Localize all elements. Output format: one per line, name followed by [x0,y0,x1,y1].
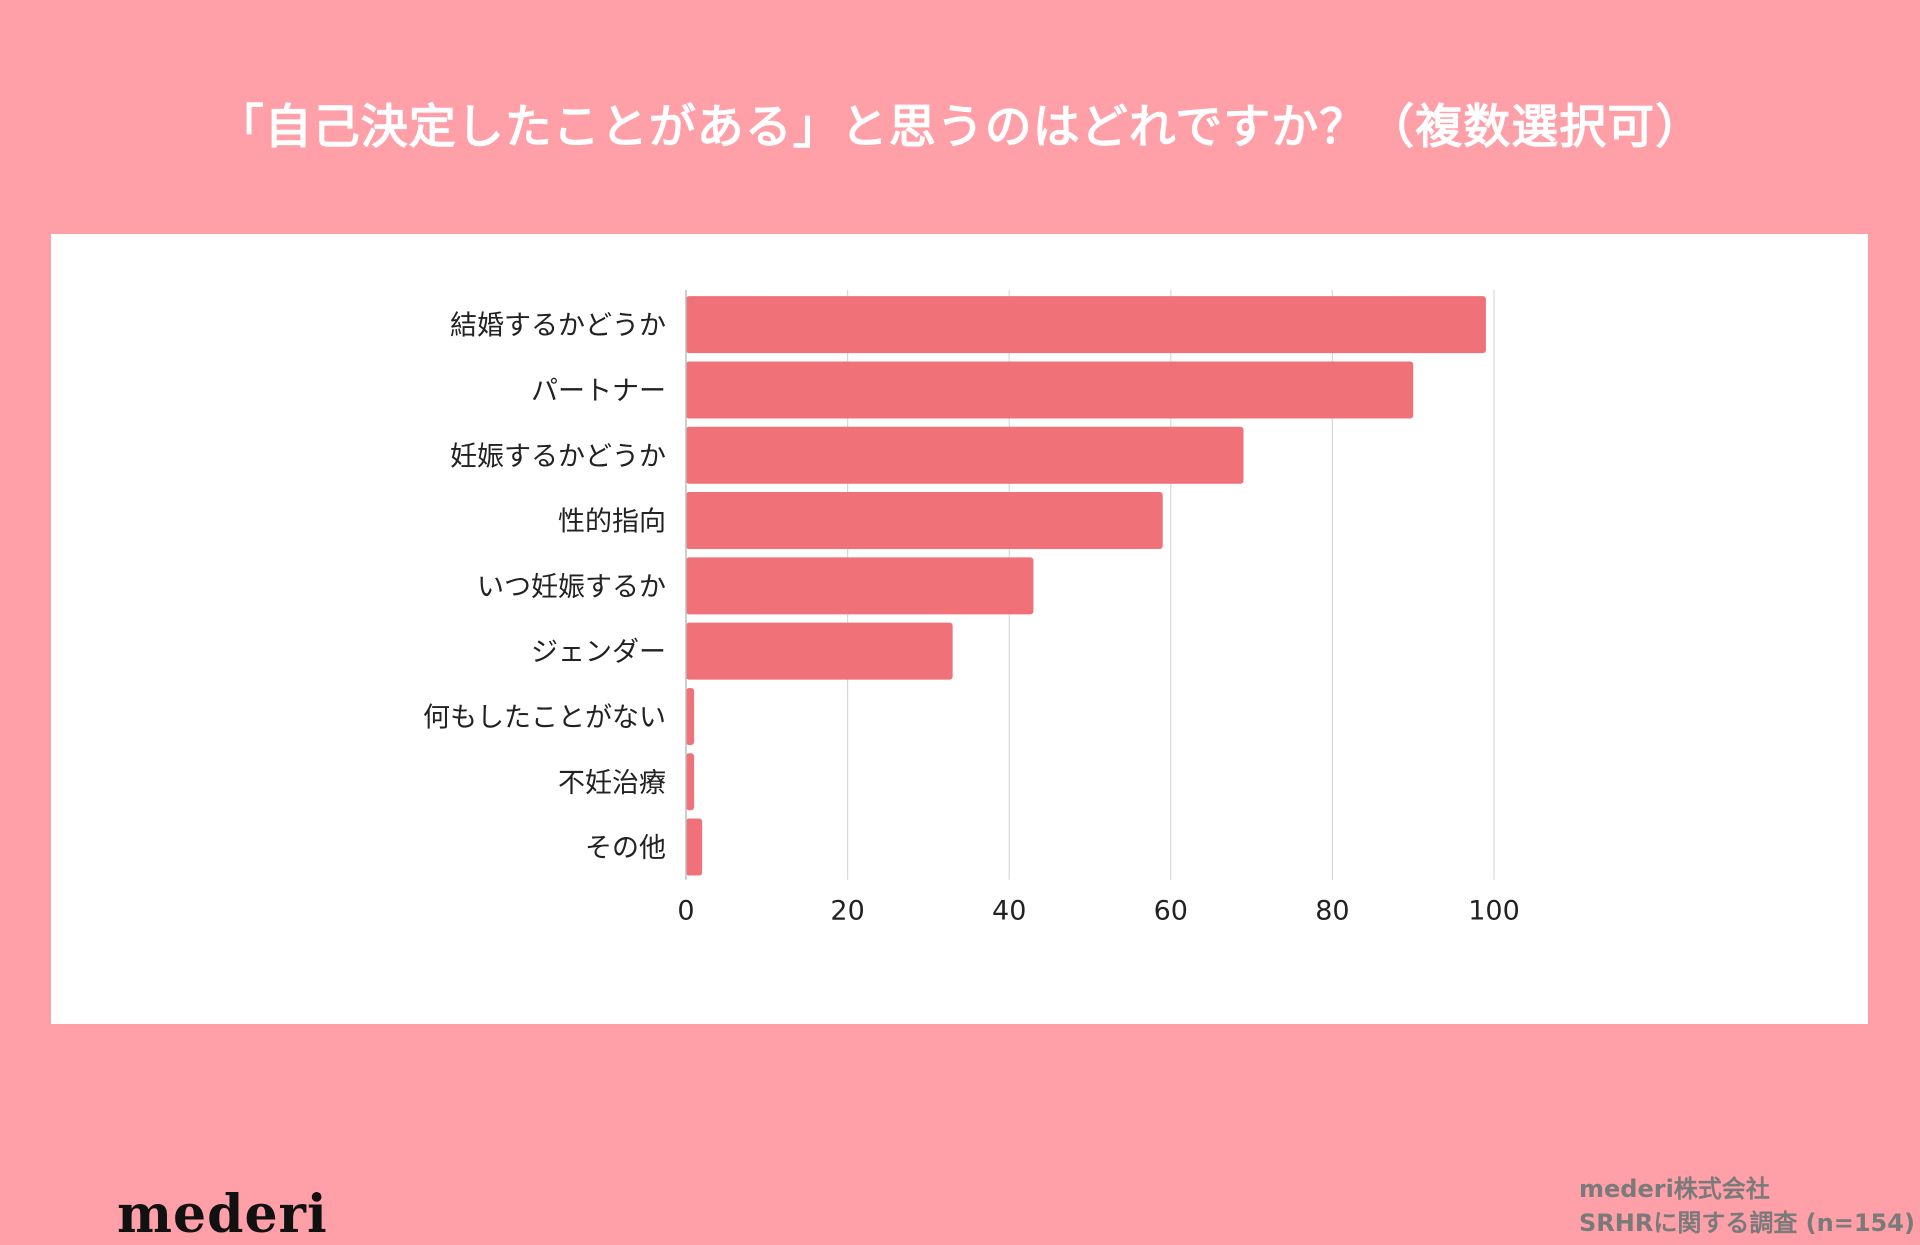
bar [686,296,1486,354]
bar [686,557,1034,615]
category-label: 何もしたことがない [423,702,666,733]
category-label: ジェンダー [531,637,666,668]
page-title: 「自己決定したことがある」と思うのはどれですか？（複数選択可） [216,100,1704,155]
bar [686,687,695,745]
category-label: 妊娠するかどうか [450,441,666,472]
bar [686,753,695,811]
x-tick-label: 40 [992,896,1026,927]
survey-credit: mederi株式会社 SRHRに関する調査 (n=154) [1579,1172,1915,1240]
mederi-logo: mederi [117,1184,328,1245]
category-label: パートナー [531,376,666,407]
x-tick-label: 60 [1154,896,1188,927]
credit-company: mederi株式会社 [1579,1175,1770,1203]
x-tick-label: 0 [677,896,694,927]
category-label: 不妊治療 [558,768,666,799]
bar [686,361,1414,419]
chart-panel: 0 20 40 60 80 100 結婚するかどうかパートナー妊娠するかどうか性的指向いつ妊… [51,234,1915,1245]
x-tick-label: 20 [830,896,864,927]
bar [686,818,703,876]
category-label: 結婚するかどうか [450,311,666,342]
bar [686,426,1244,484]
category-label: 性的指向 [558,507,666,538]
bar-chart: 0 20 40 60 80 100 結婚するかどうかパートナー妊娠するかどうか性的指向いつ妊… [423,290,1520,927]
bar [686,492,1163,550]
credit-survey: SRHRに関する調査 (n=154) [1579,1209,1915,1237]
category-label: いつ妊娠するか [477,572,666,603]
x-tick-label: 100 [1468,896,1520,927]
x-tick-label: 80 [1315,896,1349,927]
bar [686,622,953,680]
category-label: その他 [585,833,666,864]
